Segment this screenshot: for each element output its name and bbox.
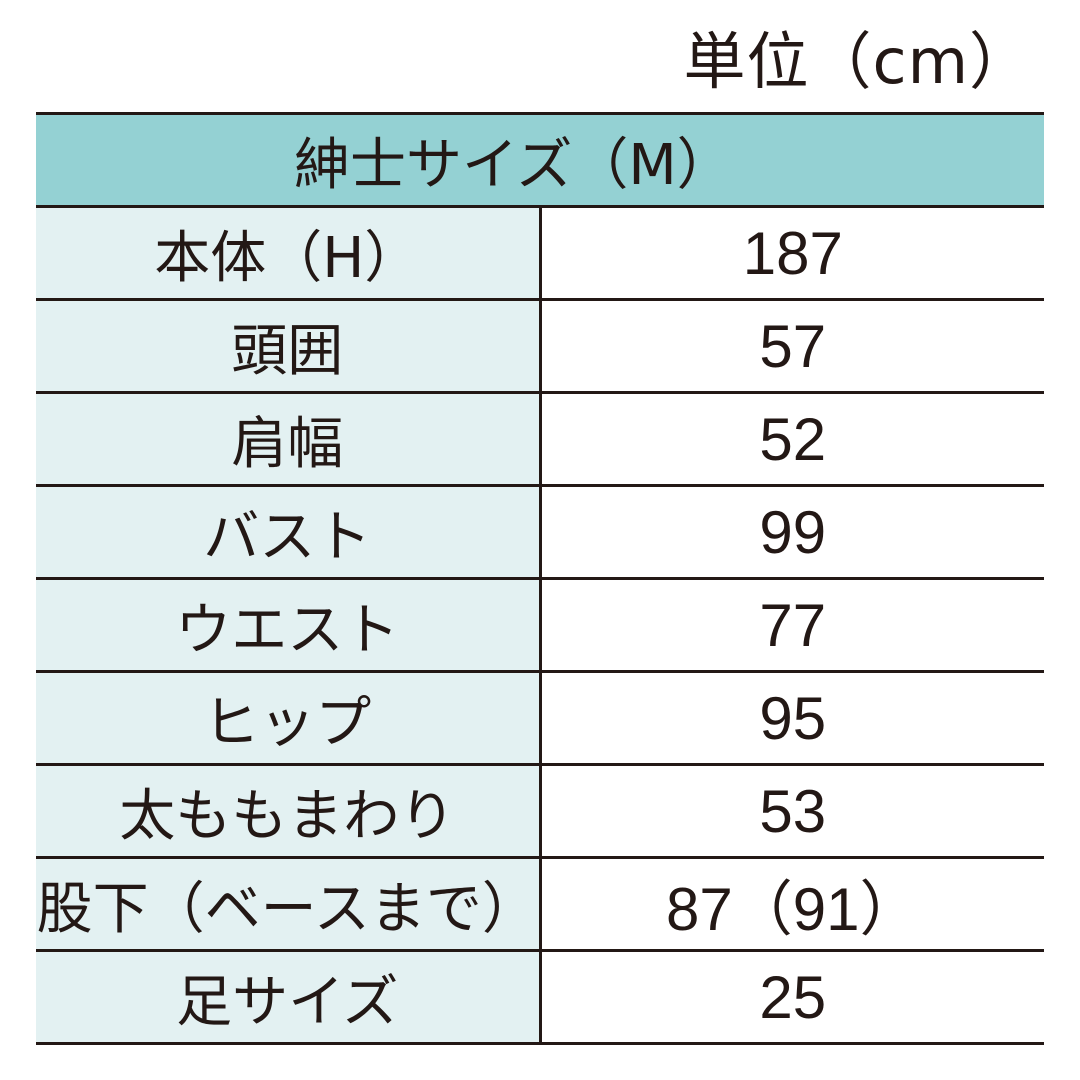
row-value-inseam: 87（91） bbox=[540, 856, 1045, 952]
table-row: ウエスト 77 bbox=[36, 577, 1045, 673]
table-row: バスト 99 bbox=[36, 484, 1045, 580]
row-value-thigh: 53 bbox=[540, 763, 1045, 859]
row-value-hip: 95 bbox=[540, 670, 1045, 766]
table-row: ヒップ 95 bbox=[36, 670, 1045, 766]
table-header-row: 紳士サイズ（M） bbox=[36, 112, 1045, 208]
row-label-height: 本体（H） bbox=[36, 205, 542, 301]
row-value-foot-size: 25 bbox=[540, 949, 1045, 1045]
size-table: 紳士サイズ（M） 本体（H） 187 頭囲 57 肩幅 52 バスト 99 ウエ… bbox=[36, 112, 1045, 1045]
unit-label: 単位（cm） bbox=[683, 25, 1032, 98]
table-row: 足サイズ 25 bbox=[36, 949, 1045, 1045]
row-label-foot-size: 足サイズ bbox=[36, 949, 542, 1045]
row-label-waist: ウエスト bbox=[36, 577, 542, 673]
row-label-hip: ヒップ bbox=[36, 670, 542, 766]
row-label-thigh: 太ももまわり bbox=[36, 763, 542, 859]
row-label-shoulder-width: 肩幅 bbox=[36, 391, 542, 487]
row-value-waist: 77 bbox=[540, 577, 1045, 673]
row-label-head-circumference: 頭囲 bbox=[36, 298, 542, 394]
row-value-head-circumference: 57 bbox=[540, 298, 1045, 394]
table-row: 股下（ベースまで） 87（91） bbox=[36, 856, 1045, 952]
row-value-shoulder-width: 52 bbox=[540, 391, 1045, 487]
row-label-bust: バスト bbox=[36, 484, 542, 580]
row-value-height: 187 bbox=[540, 205, 1045, 301]
table-row: 肩幅 52 bbox=[36, 391, 1045, 487]
row-value-bust: 99 bbox=[540, 484, 1045, 580]
table-row: 太ももまわり 53 bbox=[36, 763, 1045, 859]
table-title: 紳士サイズ（M） bbox=[36, 112, 1045, 208]
table-row: 本体（H） 187 bbox=[36, 205, 1045, 301]
table-row: 頭囲 57 bbox=[36, 298, 1045, 394]
row-label-inseam: 股下（ベースまで） bbox=[36, 856, 542, 952]
